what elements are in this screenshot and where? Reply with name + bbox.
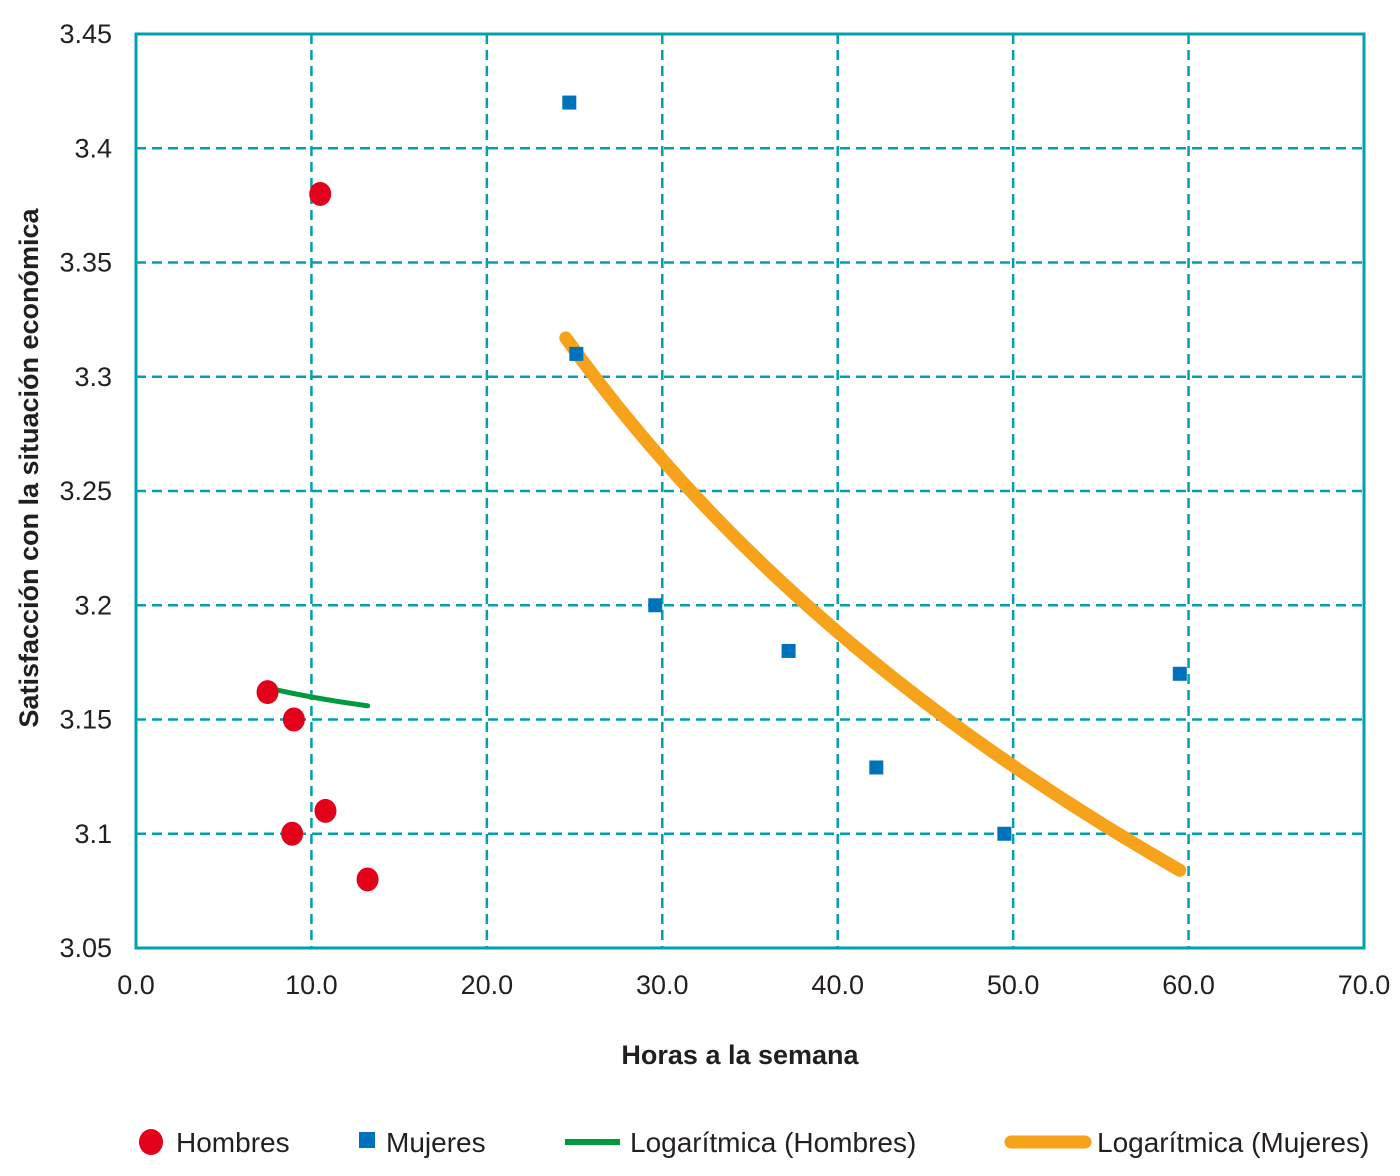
- x-tick-label: 30.0: [636, 970, 689, 1000]
- legend-label: Logarítmica (Hombres): [630, 1127, 916, 1158]
- x-tick-label: 10.0: [285, 970, 338, 1000]
- point-mujeres: [562, 95, 577, 110]
- y-tick-label: 3.1: [74, 819, 112, 849]
- y-tick-label: 3.4: [74, 133, 112, 163]
- point-hombres: [356, 867, 379, 892]
- x-axis-title: Horas a la semana: [621, 1040, 859, 1070]
- legend-label: Hombres: [176, 1127, 290, 1158]
- point-mujeres: [781, 643, 796, 658]
- x-tick-label: 0.0: [117, 970, 155, 1000]
- point-hombres: [256, 680, 279, 705]
- data-points: [256, 95, 1187, 892]
- point-mujeres: [997, 826, 1012, 841]
- point-hombres: [309, 181, 332, 206]
- x-tick-label: 40.0: [811, 970, 864, 1000]
- y-axis-ticks: 3.05 3.1 3.15 3.2 3.25 3.3 3.35 3.4 3.45: [59, 19, 112, 963]
- plot-frame: [134, 32, 1366, 950]
- y-tick-label: 3.15: [59, 705, 112, 735]
- legend: Hombres Mujeres Logarítmica (Hombres) Logar…: [139, 1127, 1369, 1158]
- grid-lines: [136, 34, 1364, 948]
- point-mujeres: [648, 598, 663, 613]
- y-tick-label: 3.45: [59, 19, 112, 49]
- y-tick-label: 3.35: [59, 248, 112, 278]
- x-tick-label: 60.0: [1162, 970, 1215, 1000]
- legend-label: Logarítmica (Mujeres): [1097, 1127, 1369, 1158]
- point-mujeres: [569, 346, 584, 361]
- y-tick-label: 3.2: [74, 590, 112, 620]
- legend-marker-hombres: [139, 1129, 163, 1155]
- y-tick-label: 3.3: [74, 362, 112, 392]
- x-tick-label: 70.0: [1338, 970, 1391, 1000]
- trend-line-mujeres: [559, 331, 1187, 877]
- x-tick-label: 50.0: [987, 970, 1040, 1000]
- point-mujeres: [1172, 666, 1187, 681]
- legend-label: Mujeres: [386, 1127, 486, 1158]
- x-tick-label: 20.0: [461, 970, 514, 1000]
- trend-lines: [273, 331, 1187, 877]
- point-hombres: [314, 798, 337, 823]
- legend-marker-mujeres: [359, 1132, 375, 1148]
- x-axis-ticks: 0.0 10.0 20.0 30.0 40.0 50.0 60.0 70.0: [117, 970, 1390, 1000]
- point-mujeres: [869, 760, 884, 775]
- y-tick-label: 3.25: [59, 476, 112, 506]
- trend-line-hombres: [273, 687, 371, 709]
- y-tick-label: 3.05: [59, 933, 112, 963]
- y-axis-title: Satisfacción con la situación económica: [14, 207, 44, 727]
- point-hombres: [282, 707, 305, 732]
- point-hombres: [281, 821, 304, 846]
